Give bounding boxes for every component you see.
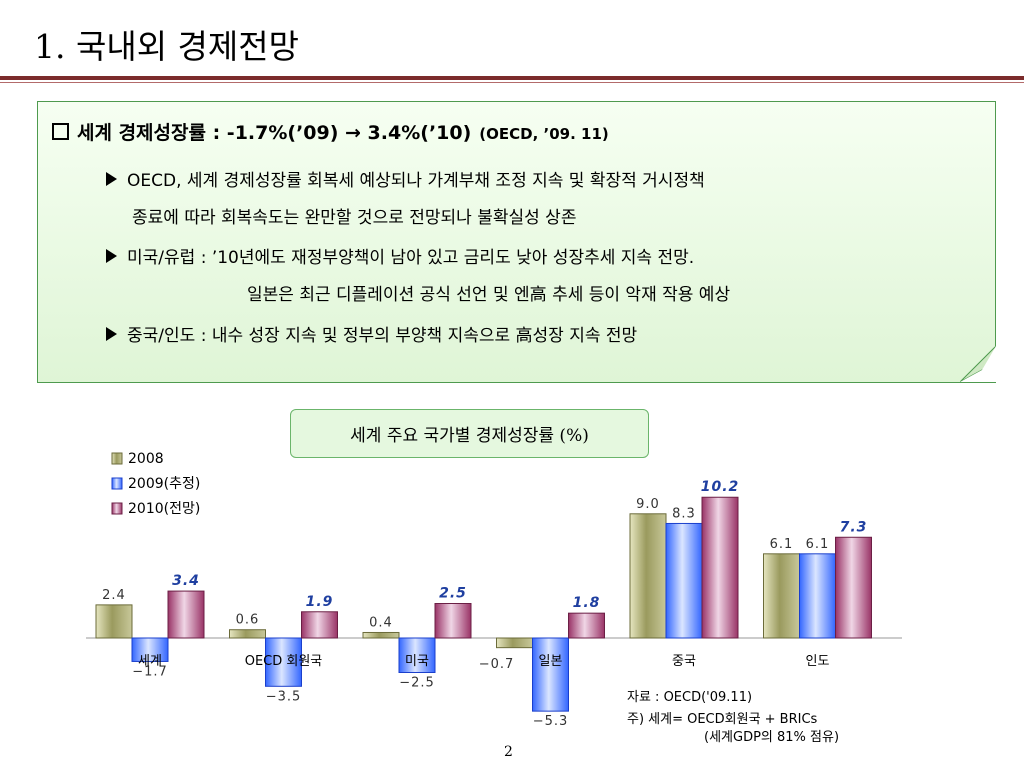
slide-title: 1. 국내외 경제전망	[34, 27, 299, 66]
bar-2008-일본	[496, 637, 533, 649]
data-label: 6.1	[770, 537, 794, 552]
legend-label: 2009(추정)	[128, 476, 200, 492]
page-number: 2	[504, 744, 513, 760]
bar-2009(추정)-중국	[665, 522, 703, 639]
legend-label: 2008	[128, 451, 164, 467]
bullet-item: 중국/인도 : 내수 성장 지속 및 정부의 부양책 지속으로 高성장 지속 전…	[106, 321, 637, 346]
category-label: OECD 회원국	[245, 654, 323, 669]
bullet-text: 중국/인도 : 내수 성장 지속 및 정부의 부양책 지속으로 高성장 지속 전…	[127, 326, 638, 346]
bullet-item: 미국/유럽 : ’10년에도 재정부양책이 남아 있고 금리도 낮아 성장추세 …	[106, 243, 694, 268]
data-label: 8.3	[672, 506, 696, 521]
chart-title: 세계 주요 국가별 경제성장률 (%)	[290, 409, 649, 458]
page-curl-icon	[960, 346, 996, 382]
data-label: 9.0	[636, 497, 660, 512]
arrow-bullet-icon	[106, 249, 117, 263]
bar-2008-인도	[763, 553, 800, 639]
data-label: 7.3	[840, 519, 868, 535]
bar-2008-OECD 회원국	[229, 629, 266, 639]
checkbox-bullet-icon	[52, 123, 69, 140]
summary-heading: 세계 경제성장률 : -1.7%(’09) → 3.4%(’10) (OECD, …	[52, 118, 609, 145]
legend-swatch	[111, 502, 123, 515]
arrow-bullet-icon	[106, 172, 117, 186]
bar-2008-미국	[362, 631, 400, 639]
summary-box	[37, 101, 996, 383]
data-label: −3.5	[266, 689, 302, 704]
growth-bar-chart: 2008 2009(추정) 2010(전망) 2.4 −1.7 3.4 0.6 −3.5 1.…	[86, 451, 902, 729]
category-label: 일본	[539, 654, 563, 669]
data-label: −1.7	[132, 664, 168, 679]
category-label: 미국	[405, 654, 429, 669]
data-label: 0.4	[369, 615, 393, 630]
footnote-1: 주) 세계= OECD회원국 + BRICs	[627, 712, 818, 727]
summary-heading-source: (OECD, ’09. 11)	[479, 125, 609, 143]
legend-swatch	[111, 452, 123, 465]
summary-heading-text: 세계 경제성장률 : -1.7%(’09) → 3.4%(’10)	[77, 122, 472, 144]
bar-2009(추정)-일본	[532, 637, 569, 712]
legend-swatch	[111, 477, 123, 490]
bar-2010(전망)-미국	[434, 603, 472, 639]
bar-2009(추정)-미국	[398, 637, 436, 673]
bullet-item: OECD, 세계 경제성장률 회복세 예상되나 가계부채 조정 지속 및 확장적…	[106, 166, 705, 191]
data-label: −5.3	[533, 714, 569, 729]
source-note: 자료 : OECD('09.11)	[627, 690, 753, 705]
data-label: 2.5	[439, 586, 467, 602]
bar-2010(전망)-세계	[167, 590, 205, 639]
arrow-bullet-icon	[106, 327, 117, 341]
data-label: 2.4	[102, 588, 126, 603]
bar-2009(추정)-인도	[799, 553, 836, 639]
data-label: 1.8	[573, 595, 601, 611]
category-label: 중국	[672, 654, 696, 669]
bullet-text: 미국/유럽 : ’10년에도 재정부양책이 남아 있고 금리도 낮아 성장추세 …	[127, 248, 695, 268]
legend-label: 2010(전망)	[128, 501, 200, 517]
footnote-2: (세계GDP의 81% 점유)	[704, 730, 840, 745]
data-label: 3.4	[172, 573, 200, 589]
title-divider-thin	[0, 82, 1024, 83]
data-label: 10.2	[701, 479, 740, 495]
bar-2008-중국	[629, 513, 667, 639]
bar-2010(전망)-인도	[835, 536, 872, 639]
bullet-continuation: 일본은 최근 디플레이션 공식 선언 및 엔高 추세 등이 악재 작용 예상	[247, 285, 731, 305]
bar-2009(추정)-OECD 회원국	[265, 637, 302, 687]
bar-2009(추정)-세계	[131, 637, 169, 662]
bar-2010(전망)-OECD 회원국	[301, 611, 338, 639]
chart-legend: 2008 2009(추정) 2010(전망)	[111, 451, 200, 517]
data-label: 1.9	[306, 594, 334, 610]
bar-2008-세계	[95, 604, 133, 639]
data-label: −2.5	[399, 676, 435, 691]
title-divider	[0, 76, 1024, 80]
data-label: −0.7	[479, 657, 515, 672]
bullet-continuation: 종료에 따라 회복속도는 완만할 것으로 전망되나 불확실성 상존	[132, 208, 577, 228]
data-label: 0.6	[236, 613, 260, 628]
data-label: 6.1	[806, 537, 830, 552]
bar-2010(전망)-일본	[568, 612, 605, 639]
bar-2010(전망)-중국	[701, 496, 739, 639]
category-label: 인도	[806, 654, 830, 669]
category-label: 세계	[138, 654, 162, 669]
bullet-text: OECD, 세계 경제성장률 회복세 예상되나 가계부채 조정 지속 및 확장적…	[127, 171, 705, 191]
